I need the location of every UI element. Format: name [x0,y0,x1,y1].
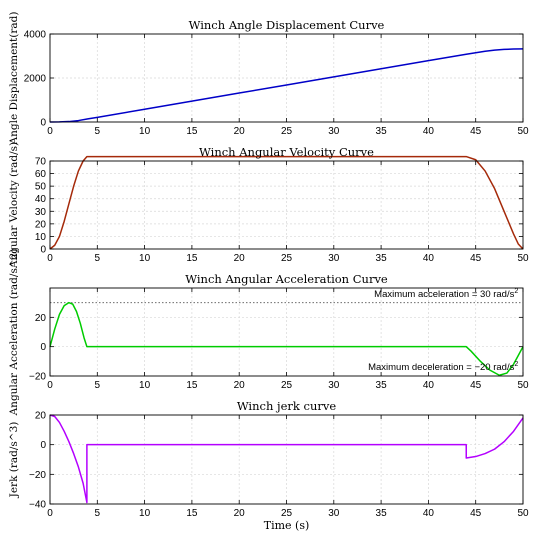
x-tick-label: 0 [47,380,53,391]
x-tick-label: 10 [139,253,151,264]
x-tick-label: 20 [234,380,246,391]
x-tick-label: 5 [95,380,101,391]
x-tick-label: 35 [376,126,388,137]
series-line-1 [49,155,524,250]
y-axis-label: Angular Velocity (rad/s) [8,142,20,269]
x-tick-label: 15 [186,508,198,519]
x-tick-label: 50 [517,253,529,264]
series-line-1 [49,414,524,504]
y-tick-label: −40 [29,500,46,511]
chart-panel-2: 0 5 10 15 20 25 30 35 40 45 50010203040506070Winch… [8,142,529,269]
x-tick-label: 30 [328,253,340,264]
y-tick-label: 60 [35,169,47,180]
y-tick-label: 30 [35,207,47,218]
x-tick-label: 25 [281,253,293,264]
x-tick-label: 15 [186,253,198,264]
chart-title: Winch Angular Acceleration Curve [185,272,388,286]
x-tick-label: 0 [47,253,53,264]
y-tick-label: 70 [35,157,47,168]
x-tick-label: 40 [423,508,435,519]
x-tick-label: 50 [517,126,529,137]
y-tick-label: −20 [29,372,46,383]
x-tick-label: 10 [139,508,151,519]
y-tick-label: 40 [35,194,47,205]
x-tick-label: 30 [328,126,340,137]
series-line-1 [49,48,524,123]
y-axis-label: Angle Displacement(rad) [8,12,20,146]
x-tick-label: 45 [470,126,482,137]
x-tick-label: 50 [517,508,529,519]
chart-title: Winch jerk curve [237,399,337,413]
y-tick-label: 50 [35,182,47,193]
y-axis-label: Angular Acceleration (rad/s^2) [8,249,20,417]
x-tick-label: 5 [95,126,101,137]
x-tick-label: 35 [376,380,388,391]
x-tick-label: 20 [234,253,246,264]
y-tick-label: 10 [35,232,47,243]
x-tick-label: 35 [376,253,388,264]
x-tick-label: 45 [470,508,482,519]
x-tick-label: 20 [234,126,246,137]
x-tick-label: 50 [517,380,529,391]
x-tick-label: 45 [470,380,482,391]
x-tick-label: 40 [423,253,435,264]
annotation-label: Maximum acceleration = 30 rad/s2 [374,288,518,300]
x-tick-label: 40 [423,126,435,137]
y-tick-label: 20 [35,411,47,422]
y-tick-label: 20 [35,219,47,230]
y-tick-label: 0 [40,342,46,353]
y-tick-label: −20 [29,470,46,481]
series-line-1 [49,301,524,377]
chart-panel-4: 0 5 10 15 20 25 30 35 40 45 50 −40 −20 0 20 Winch jerk … [8,399,529,532]
x-tick-label: 5 [95,508,101,519]
x-tick-label: 10 [139,380,151,391]
x-tick-label: 25 [281,126,293,137]
y-tick-label: 2000 [24,74,47,85]
x-tick-label: 30 [328,508,340,519]
y-tick-label: 0 [40,245,46,256]
annotation-label: Maximum deceleration = −20 rad/s2 [368,361,518,373]
x-tick-label: 10 [139,126,151,137]
y-tick-label: 0 [40,440,46,451]
x-tick-label: 15 [186,126,198,137]
x-tick-label: 5 [95,253,101,264]
x-tick-label: 15 [186,380,198,391]
y-tick-label: 4000 [24,30,47,41]
x-axis-label: Time (s) [264,519,310,532]
chart-title: Winch Angle Displacement Curve [189,18,385,32]
x-tick-label: 45 [470,253,482,264]
y-tick-label: 20 [35,313,47,324]
x-tick-label: 30 [328,380,340,391]
x-tick-label: 25 [281,380,293,391]
chart-title: Winch Angular Velocity Curve [199,145,374,159]
x-tick-label: 0 [47,126,53,137]
y-axis-label: Jerk (rad/s^3) [8,422,20,499]
y-tick-label: 0 [40,118,46,129]
x-tick-label: 25 [281,508,293,519]
chart-panel-1: 0 5 10 15 20 25 30 35 40 45 50 0 2000 4000 Winch Angle… [8,12,529,146]
x-tick-label: 20 [234,508,246,519]
x-tick-label: 35 [376,508,388,519]
x-tick-label: 0 [47,508,53,519]
x-tick-label: 40 [423,380,435,391]
